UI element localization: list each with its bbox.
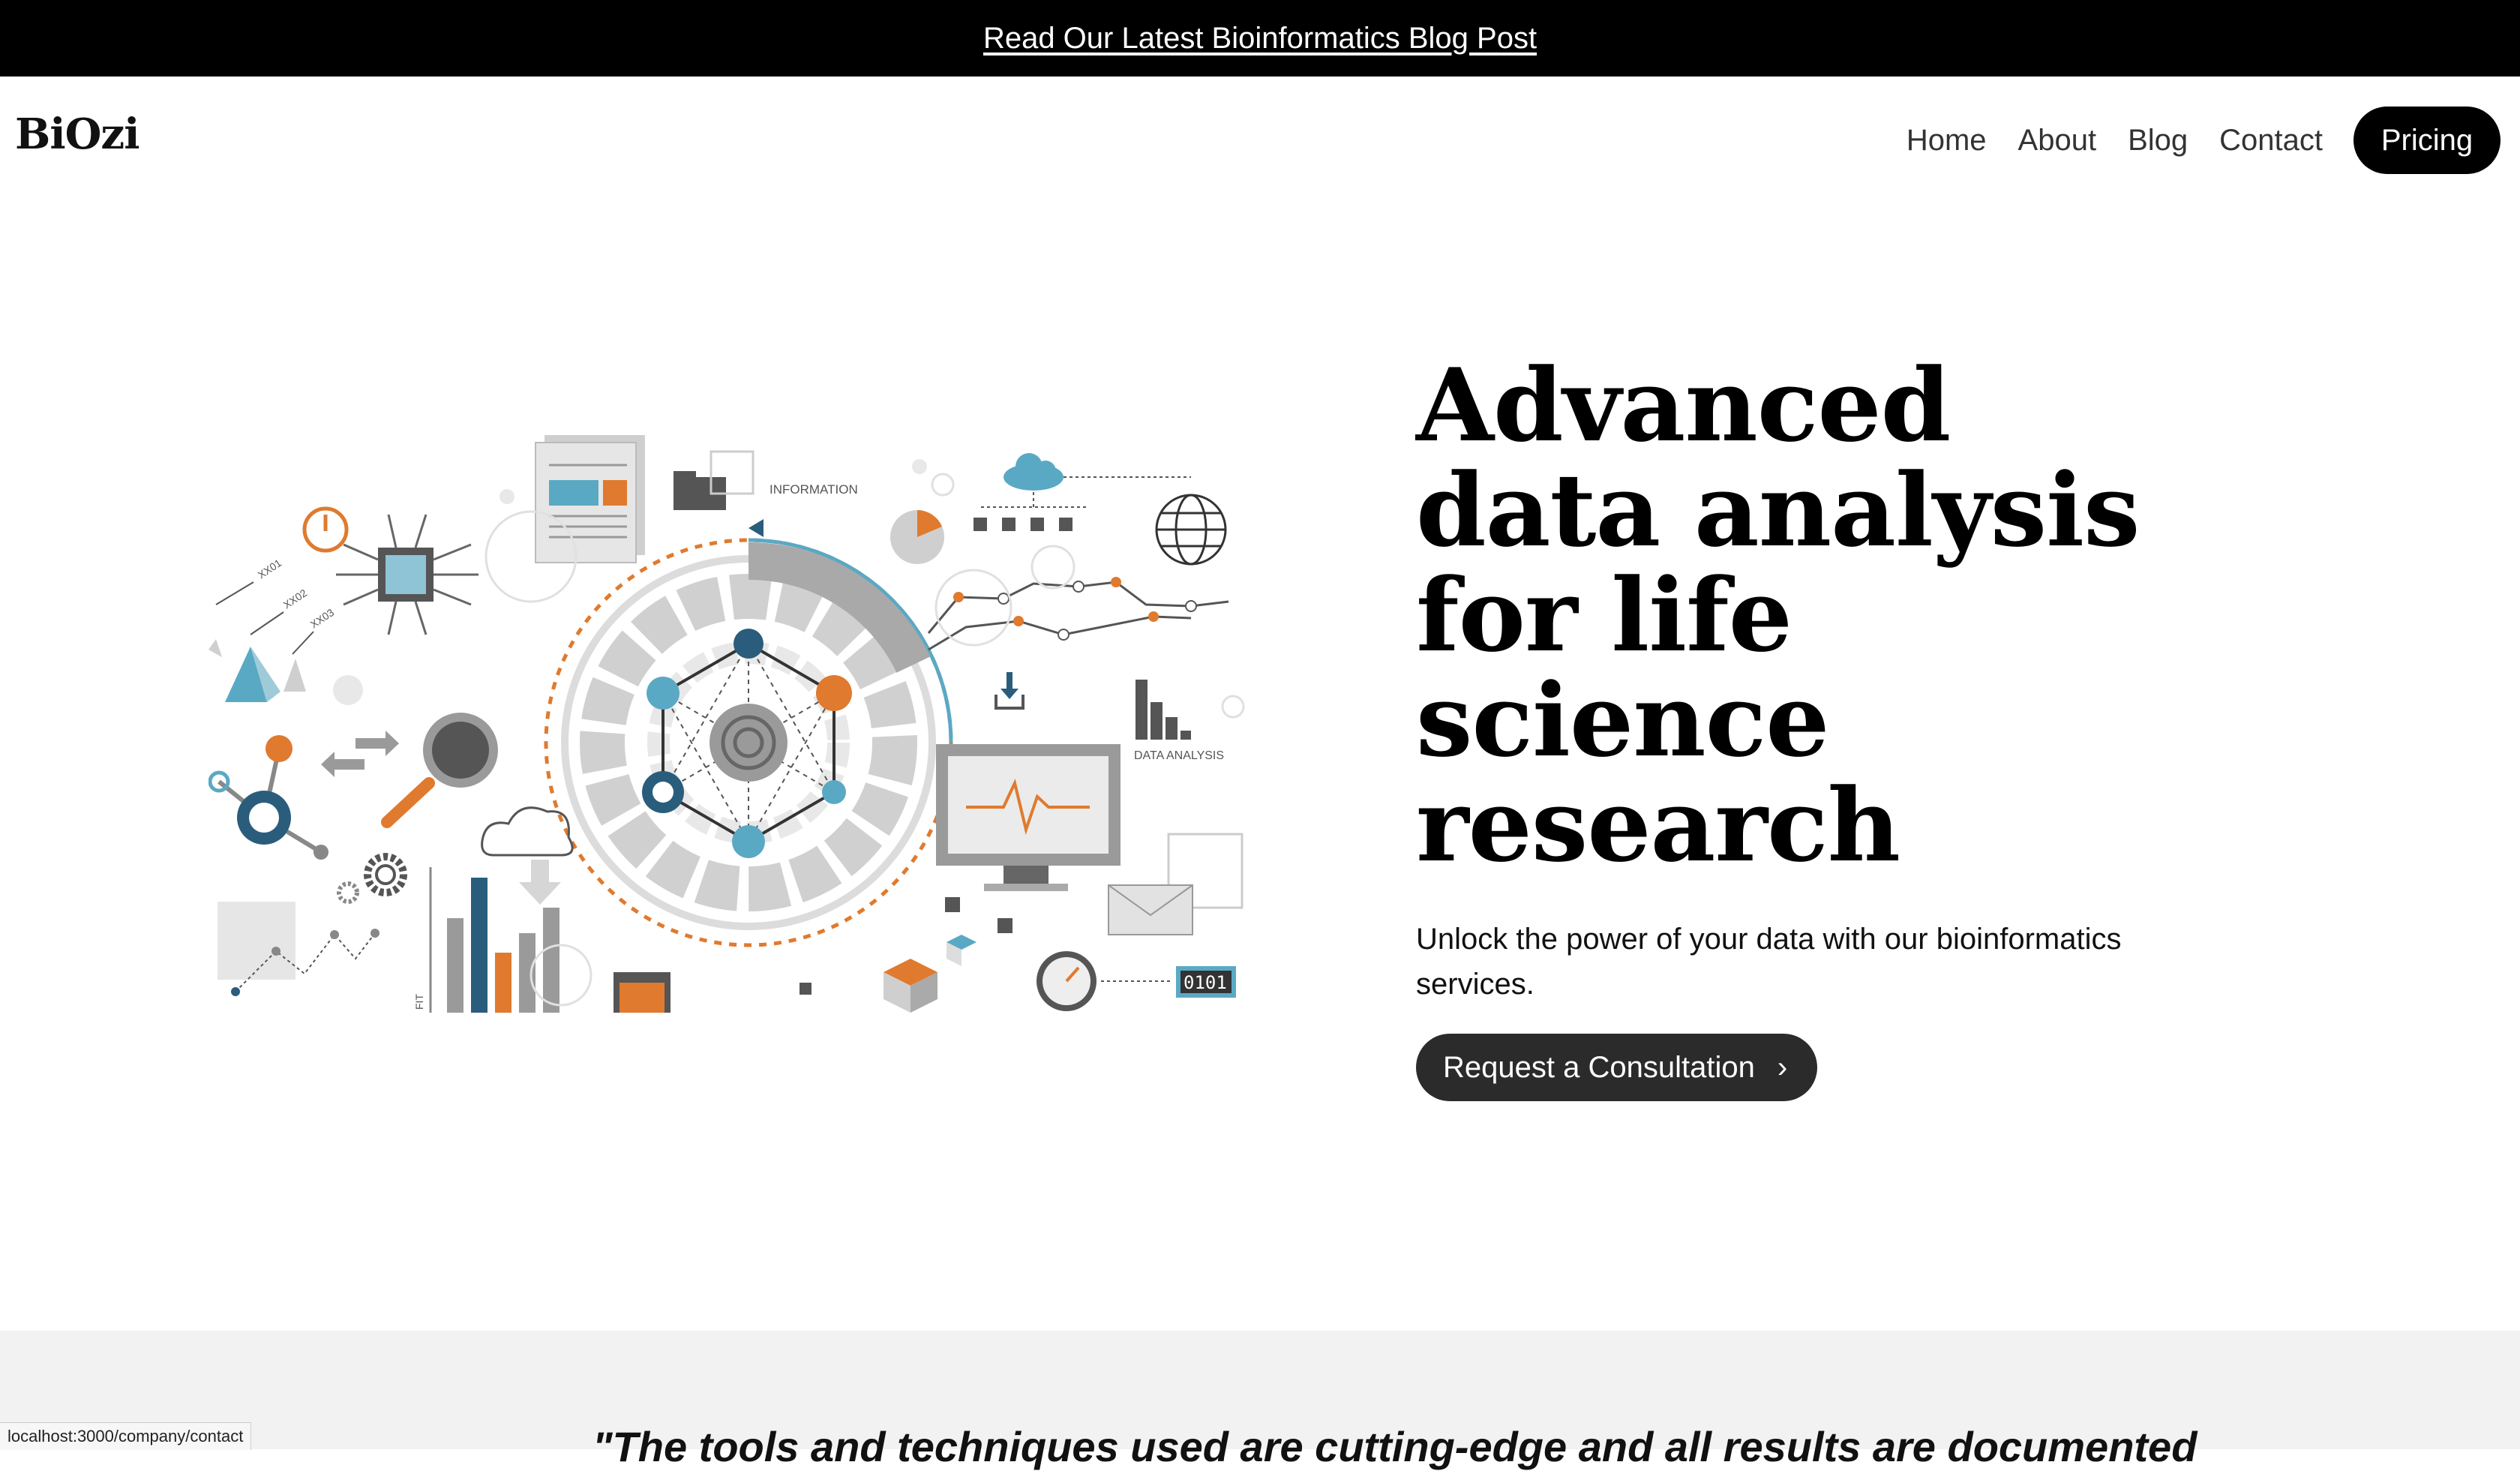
cloud-icon (1004, 453, 1064, 491)
cloud-outline-icon (481, 806, 574, 857)
pyramid-chart (208, 581, 314, 702)
gear-icon (337, 853, 407, 904)
hero-title: Advanced data analysis for life science … (1416, 353, 2166, 878)
bar-chart-icon (429, 867, 560, 1013)
binary-display: 0101 (1176, 966, 1236, 998)
stopwatch-icon (1036, 951, 1170, 1011)
hero-illustration: INFORMATION (208, 435, 1245, 1013)
binary-label: 0101 (1184, 972, 1227, 993)
central-radial-diagram (544, 519, 953, 947)
announcement-link[interactable]: Read Our Latest Bioinformatics Blog Post (982, 21, 1538, 55)
announcement-bar: Read Our Latest Bioinformatics Blog Post (0, 0, 2520, 77)
hero-title-line: research (1416, 766, 1900, 884)
download-icon (994, 672, 1024, 710)
magnifier-icon (381, 713, 498, 828)
pie-chart-icon (890, 510, 944, 564)
power-icon (302, 506, 349, 553)
decorative-circles (484, 473, 1245, 1007)
folder-icon (674, 450, 754, 510)
testimonial-section (0, 1331, 2520, 1449)
calculator-icon (614, 972, 670, 1013)
hero-title-line: data analysis (1416, 451, 2140, 569)
swap-arrows-icon (321, 731, 399, 777)
monitor-icon (936, 744, 1120, 891)
nav-blog[interactable]: Blog (2128, 123, 2188, 157)
hero-title-line: Advanced (1416, 346, 1951, 464)
xx01-label: XX01 (256, 557, 284, 581)
top-navbar: BiOzi Home About Blog Contact Pricing (0, 77, 2520, 203)
logo[interactable]: BiOzi (15, 110, 140, 159)
hero-title-line: science (1416, 661, 1829, 779)
browser-status-url: localhost:3000/company/contact (0, 1422, 252, 1450)
hierarchy-lines (981, 476, 1191, 508)
hero-content: Advanced data analysis for life science … (1416, 353, 2166, 1101)
nav-about[interactable]: About (2018, 123, 2097, 157)
hierarchy-nodes (974, 518, 1072, 531)
network-line-graph (927, 577, 1229, 651)
chip-icon (336, 514, 478, 635)
small-line-chart (218, 902, 380, 996)
nav-home[interactable]: Home (1906, 123, 1987, 157)
molecule-icon (208, 735, 328, 860)
bar-stack-icon (1136, 680, 1191, 740)
xx02-label: XX02 (281, 587, 310, 611)
hero-subtitle: Unlock the power of your data with our b… (1416, 923, 2122, 1001)
xx03-label: XX03 (308, 606, 337, 631)
globe-icon (1155, 494, 1227, 566)
pricing-button[interactable]: Pricing (2354, 107, 2500, 174)
envelope-icon (1108, 833, 1244, 935)
data-analysis-label: DATA ANALYSIS (1134, 749, 1224, 762)
isometric-boxes-icon (800, 897, 1012, 1013)
hero-title-line: for life (1416, 556, 1792, 674)
document-icon (535, 435, 645, 563)
request-consultation-button[interactable]: Request a Consultation › (1416, 1034, 1818, 1101)
chevron-right-icon: › (1777, 1050, 1788, 1084)
nav-links: Home About Blog Contact Pricing (1891, 107, 2500, 174)
nav-contact[interactable]: Contact (2219, 123, 2323, 157)
request-consultation-label: Request a Consultation (1443, 1050, 1755, 1084)
fit-label: FIT (413, 994, 425, 1010)
information-label: INFORMATION (770, 482, 858, 497)
testimonial-quote: "The tools and techniques used are cutti… (592, 1423, 2198, 1470)
